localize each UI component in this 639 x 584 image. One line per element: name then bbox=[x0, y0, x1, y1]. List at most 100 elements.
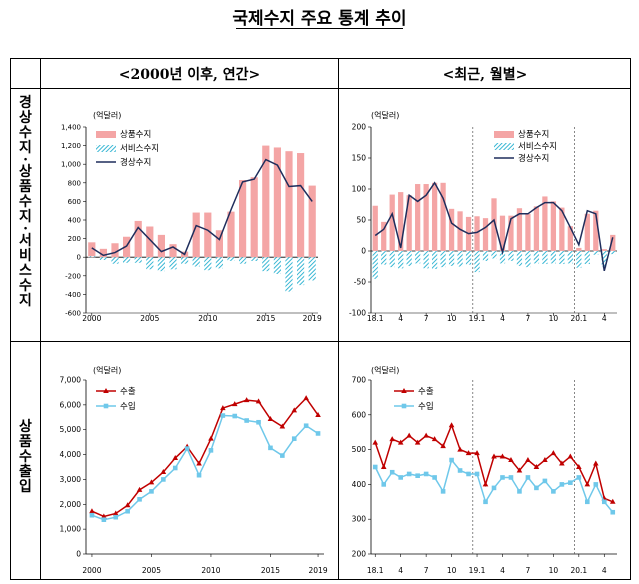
bar-goods bbox=[533, 206, 540, 251]
import-marker bbox=[184, 446, 190, 451]
bar-goods bbox=[550, 201, 557, 251]
series-line bbox=[91, 396, 319, 518]
legend-label: 상품수지 bbox=[120, 129, 151, 140]
bar-goods bbox=[406, 195, 412, 251]
bar-services bbox=[499, 251, 506, 264]
row-head-balance-char: 지 bbox=[19, 293, 32, 309]
bar-goods bbox=[474, 216, 480, 251]
export-marker bbox=[279, 423, 286, 429]
bar-services bbox=[508, 251, 514, 261]
x-tick-label: 18.1 bbox=[367, 566, 384, 575]
import-marker bbox=[149, 489, 154, 494]
unit-label: (억달러) bbox=[93, 110, 121, 120]
bar-goods bbox=[262, 145, 270, 258]
import-marker bbox=[381, 482, 387, 487]
bar-goods bbox=[508, 215, 514, 251]
bar-services bbox=[516, 251, 523, 266]
bar-goods bbox=[88, 242, 96, 258]
export-marker bbox=[465, 450, 472, 456]
export-marker bbox=[592, 460, 599, 466]
export-marker bbox=[448, 422, 455, 428]
bar-goods bbox=[285, 151, 293, 258]
row-head-balance-char: 수 bbox=[19, 125, 32, 141]
bar-services bbox=[584, 251, 590, 265]
row-head-divider bbox=[40, 58, 41, 580]
import-marker bbox=[551, 489, 556, 494]
x-tick-label: 2019 bbox=[303, 314, 322, 323]
bar-services bbox=[567, 251, 573, 264]
x-tick-label: 4 bbox=[602, 566, 607, 575]
bar-services bbox=[431, 251, 438, 269]
export-marker bbox=[255, 398, 262, 404]
y-tick-label: 2,000 bbox=[60, 500, 82, 509]
import-marker bbox=[244, 418, 249, 423]
import-marker bbox=[474, 471, 480, 477]
annual-trade-chart: (억달러) 0 1,000 2,000 3,000 4,000 5,000 6,000 7,00… bbox=[60, 365, 328, 575]
header-monthly: <최근, 월별> bbox=[442, 67, 528, 83]
x-tick-label: 4 bbox=[500, 314, 505, 323]
y-tick-label: 4,000 bbox=[60, 450, 82, 459]
import-marker bbox=[303, 423, 309, 429]
row-head-trade-char: 품 bbox=[19, 434, 32, 450]
export-marker bbox=[372, 439, 379, 445]
import-marker bbox=[125, 508, 130, 514]
row-head-balance-char: 품 bbox=[19, 179, 32, 195]
bar-goods bbox=[584, 213, 590, 251]
x-tick-label: 10 bbox=[447, 566, 457, 575]
y-tick-label: 1,000 bbox=[61, 161, 81, 169]
bar-goods bbox=[448, 208, 455, 251]
row-head-balance-char: · bbox=[23, 152, 28, 168]
import-marker bbox=[457, 468, 463, 473]
row-head-balance-char: 스 bbox=[19, 263, 32, 279]
export-marker bbox=[609, 498, 616, 504]
import-marker bbox=[220, 413, 226, 418]
export-marker bbox=[584, 481, 591, 487]
import-marker bbox=[291, 436, 297, 441]
import-marker bbox=[398, 475, 403, 480]
bar-goods bbox=[593, 210, 599, 251]
bar-services bbox=[440, 251, 446, 268]
export-marker bbox=[160, 468, 167, 474]
legend-label: 수출 bbox=[418, 386, 434, 397]
bar-services bbox=[308, 257, 316, 281]
x-tick-label: 4 bbox=[602, 314, 607, 323]
export-marker bbox=[559, 460, 565, 466]
row-head-balance: 경 상 수 지 · 상 품 수 지 · 서 비 스 수 지 bbox=[11, 96, 40, 309]
bar-services bbox=[525, 251, 531, 268]
import-marker bbox=[610, 509, 616, 515]
series-line bbox=[91, 158, 313, 257]
legend-label: 수출 bbox=[120, 386, 136, 397]
export-marker bbox=[112, 510, 119, 516]
bar-services bbox=[550, 251, 557, 264]
bar-goods bbox=[415, 184, 421, 251]
bar-goods bbox=[123, 236, 131, 258]
import-marker bbox=[113, 514, 119, 520]
x-tick-label: 7 bbox=[526, 566, 531, 575]
export-marker bbox=[220, 405, 226, 411]
legend-label: 경상수지 bbox=[120, 157, 151, 168]
bar-services bbox=[491, 251, 497, 259]
bar-goods bbox=[398, 192, 404, 251]
export-marker bbox=[303, 395, 309, 401]
bar-goods bbox=[431, 182, 438, 251]
bar-goods bbox=[372, 205, 378, 251]
x-tick-label: 10 bbox=[447, 314, 457, 323]
row-head-balance-char: · bbox=[23, 221, 28, 237]
legend-marker bbox=[103, 388, 109, 393]
export-marker bbox=[389, 436, 396, 442]
import-marker bbox=[508, 475, 514, 480]
y-tick-label: 6,000 bbox=[60, 400, 82, 409]
import-marker bbox=[208, 448, 214, 453]
export-marker bbox=[533, 464, 540, 469]
y-tick-label: 600 bbox=[68, 198, 81, 206]
y-tick-label: -100 bbox=[349, 309, 366, 318]
row-divider bbox=[10, 341, 631, 342]
bar-goods bbox=[482, 218, 489, 251]
x-tick-label: 19.1 bbox=[469, 314, 486, 323]
export-marker bbox=[550, 450, 557, 456]
export-marker bbox=[567, 453, 574, 459]
export-marker bbox=[397, 439, 404, 445]
import-marker bbox=[593, 482, 599, 487]
import-marker bbox=[585, 499, 590, 505]
bar-goods bbox=[215, 230, 223, 258]
